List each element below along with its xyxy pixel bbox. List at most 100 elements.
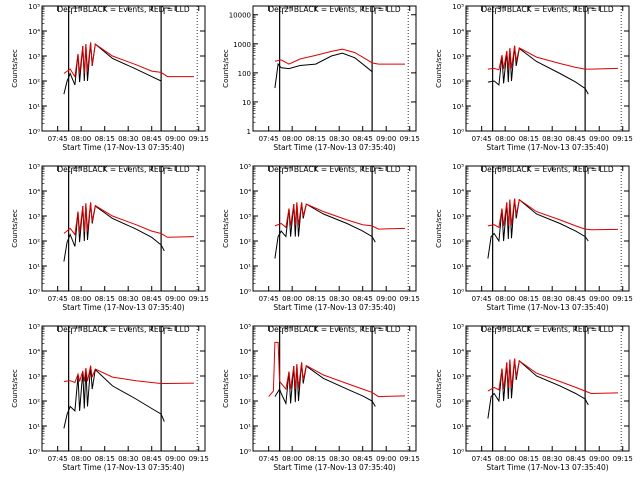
y-tick-label: 10³ [239, 213, 251, 221]
y-tick-label: 10⁴ [452, 28, 464, 36]
x-tick-label: 08:45 [353, 135, 373, 143]
x-tick-label: 08:00 [495, 135, 515, 143]
y-tick-label: 10¹ [452, 423, 464, 431]
x-tick-label: 09:15 [613, 295, 633, 303]
x-tick-label: 08:00 [282, 295, 302, 303]
x-tick-label: 08:30 [329, 455, 349, 463]
x-tick-label: 09:15 [189, 295, 209, 303]
x-tick-label: 08:15 [519, 455, 539, 463]
y-tick-label: 10³ [452, 373, 464, 381]
y-tick-label: 10⁰ [28, 128, 40, 136]
y-tick-label: 10³ [239, 373, 251, 381]
y-tick-label: 10⁰ [28, 448, 40, 456]
x-tick-label: 07:45 [472, 135, 492, 143]
y-axis-label: Counts/sec [435, 209, 443, 248]
y-tick-label: 10⁵ [239, 163, 251, 171]
chart-panel-5: 10⁰ 10¹ 10² 10³ 10⁴ 10⁵ 07:45 08:00 08:15 08:30 08… [222, 163, 420, 312]
x-tick-label: 08:30 [542, 455, 562, 463]
x-tick-label: 08:15 [95, 135, 115, 143]
x-tick-label: 07:45 [472, 295, 492, 303]
chart-title: Det 5f BLACK = Events, RED = LLD [268, 165, 401, 174]
x-tick-label: 07:45 [48, 295, 68, 303]
x-tick-label: 09:15 [189, 455, 209, 463]
x-tick-label: 08:30 [118, 295, 138, 303]
x-tick-label: 09:00 [165, 295, 185, 303]
x-tick-label: 09:00 [165, 135, 185, 143]
chart-panel-3: 10⁰ 10¹ 10² 10³ 10⁴ 10⁵ 07:45 08:00 08:15 08:30 08… [435, 3, 633, 152]
y-tick-label: 10² [239, 238, 251, 246]
x-tick-label: 08:45 [566, 295, 586, 303]
lld-series-line [274, 202, 406, 230]
y-tick-label: 100 [238, 70, 251, 78]
x-tick-label: 09:00 [376, 135, 396, 143]
plot-frame [41, 5, 206, 132]
x-tick-label: 09:00 [376, 455, 396, 463]
chart-title: Det 4f BLACK = Events, RED = LLD [57, 165, 190, 174]
y-tick-label: 10² [28, 398, 40, 406]
x-tick-label: 08:15 [519, 135, 539, 143]
x-tick-label: 09:00 [589, 135, 609, 143]
x-axis-label: Start Time (17-Nov-13 07:35:40) [62, 463, 184, 472]
y-tick-label: 10⁴ [28, 348, 40, 356]
x-tick-label: 08:15 [306, 455, 326, 463]
x-tick-label: 08:30 [118, 135, 138, 143]
x-tick-label: 08:45 [353, 455, 373, 463]
x-tick-label: 08:45 [566, 135, 586, 143]
y-axis-label: Counts/sec [435, 49, 443, 88]
chart-title: Det 9f BLACK = Events, RED = LLD [481, 325, 614, 334]
x-tick-label: 08:00 [71, 135, 91, 143]
x-tick-label: 08:30 [329, 295, 349, 303]
x-tick-label: 09:00 [376, 295, 396, 303]
y-tick-label: 10³ [452, 53, 464, 61]
y-tick-label: 10⁴ [239, 348, 251, 356]
y-tick-label: 10¹ [452, 103, 464, 111]
x-tick-label: 07:45 [48, 455, 68, 463]
x-tick-label: 08:45 [142, 455, 162, 463]
y-tick-label: 10² [452, 398, 464, 406]
events-series-line [487, 198, 589, 259]
x-tick-label: 08:15 [306, 295, 326, 303]
y-tick-label: 10² [28, 78, 40, 86]
x-axis-label: Start Time (17-Nov-13 07:35:40) [273, 463, 395, 472]
events-series-line [487, 46, 589, 95]
y-tick-label: 10000 [229, 12, 251, 20]
plot-frame [41, 165, 206, 292]
y-tick-label: 10⁰ [239, 288, 251, 296]
chart-panel-4: 10⁰ 10¹ 10² 10³ 10⁴ 10⁵ 07:45 08:00 08:15 08:30 08… [11, 163, 209, 312]
y-tick-label: 10³ [28, 213, 40, 221]
lld-series-line [268, 341, 406, 398]
lld-series-line [487, 358, 619, 395]
y-tick-label: 10 [242, 99, 251, 107]
lld-series-line [63, 365, 195, 384]
x-tick-label: 07:45 [48, 135, 68, 143]
chart-panel-9: 10⁰ 10¹ 10² 10³ 10⁴ 10⁵ 07:45 08:00 08:15 08:30 08… [435, 323, 633, 472]
events-series-line [487, 358, 589, 419]
lld-series-line [63, 42, 194, 79]
x-tick-label: 08:00 [282, 135, 302, 143]
chart-title: Det 2f BLACK = Events, RED = LLD [268, 5, 401, 14]
y-tick-label: 10¹ [452, 263, 464, 271]
chart-panel-8: 10⁰ 10¹ 10² 10³ 10⁴ 10⁵ 07:45 08:00 08:15 08:30 08… [222, 323, 420, 472]
y-tick-label: 10³ [28, 53, 40, 61]
x-tick-label: 08:30 [329, 135, 349, 143]
lld-series-line [487, 198, 619, 231]
chart-panel-7: 10⁰ 10¹ 10² 10³ 10⁴ 10⁵ 07:45 08:00 08:15 08:30 08… [11, 323, 209, 472]
x-tick-label: 07:45 [259, 455, 279, 463]
y-tick-label: 10² [239, 398, 251, 406]
x-tick-label: 08:15 [519, 295, 539, 303]
x-axis-label: Start Time (17-Nov-13 07:35:40) [486, 463, 608, 472]
x-tick-label: 08:00 [71, 295, 91, 303]
plot-frame [41, 325, 206, 452]
y-tick-label: 10⁰ [452, 288, 464, 296]
plot-frame [465, 325, 630, 452]
chart-panel-6: 10⁰ 10¹ 10² 10³ 10⁴ 10⁵ 07:45 08:00 08:15 08:30 08… [435, 163, 633, 312]
plot-frame [465, 5, 630, 132]
y-tick-label: 1 [247, 128, 251, 136]
x-tick-label: 08:00 [282, 455, 302, 463]
y-axis-label: Counts/sec [11, 49, 19, 88]
y-tick-label: 10⁴ [28, 28, 40, 36]
lld-series-line [63, 202, 195, 238]
y-tick-label: 10¹ [28, 263, 40, 271]
y-tick-label: 10³ [452, 213, 464, 221]
